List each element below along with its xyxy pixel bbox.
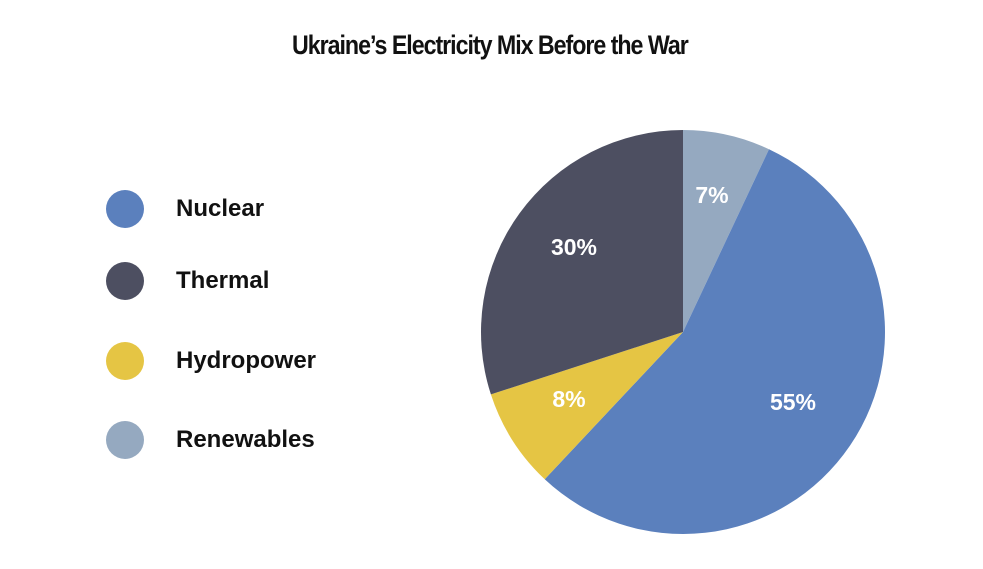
- pie-slice-renewables: [683, 130, 770, 332]
- legend-label-hydropower: Hydropower: [176, 347, 317, 374]
- slice-label-renewables: 7%: [695, 182, 728, 208]
- legend-item-renewables: Renewables: [106, 421, 315, 459]
- pie-slice-hydropower: [490, 332, 683, 480]
- slice-label-hydropower: 8%: [552, 386, 585, 412]
- pie-slice-thermal: [481, 130, 683, 395]
- legend-swatch-renewables: [106, 421, 144, 459]
- legend: Nuclear Thermal Hydropower Renewables: [0, 0, 400, 569]
- legend-label-renewables: Renewables: [176, 426, 315, 453]
- legend-label-thermal: Thermal: [176, 267, 270, 294]
- legend-swatch-nuclear: [106, 190, 144, 228]
- slice-label-nuclear: 55%: [770, 389, 816, 415]
- legend-item-thermal: Thermal: [106, 262, 269, 300]
- legend-item-hydropower: Hydropower: [106, 342, 316, 380]
- pie-slice-nuclear: [544, 149, 886, 535]
- legend-label-nuclear: Nuclear: [176, 195, 265, 222]
- chart-title: Ukraine’s Electricity Mix Before the War: [292, 30, 689, 60]
- slice-label-thermal: 30%: [551, 234, 597, 260]
- legend-swatch-hydropower: [106, 342, 144, 380]
- legend-swatch-thermal: [106, 262, 144, 300]
- legend-item-nuclear: Nuclear: [106, 190, 264, 228]
